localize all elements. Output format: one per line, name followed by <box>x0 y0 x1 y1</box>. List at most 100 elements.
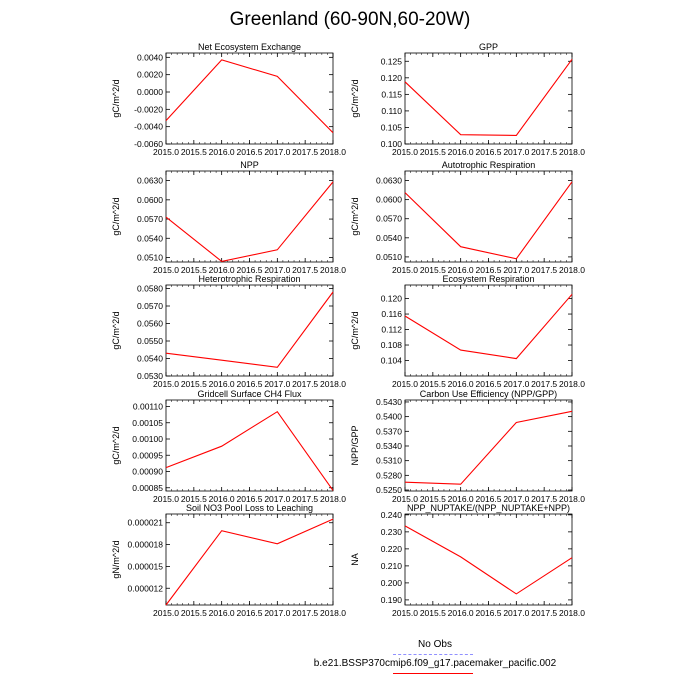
x-tick-label: 2017.0 <box>503 265 529 275</box>
x-tick-label: 2016.0 <box>448 608 474 618</box>
chart-panel: GPP 2015.0 2015.5 2016.0 2016.5 2017.0 2017.5 2… <box>350 42 585 157</box>
x-tick-label: 2016.0 <box>209 608 235 618</box>
y-tick-label: 0.0540 <box>137 354 163 364</box>
y-tick-label: 0.0600 <box>137 195 163 205</box>
legend-run-label: b.e21.BSSP370cmip6.f09_g17.pacemaker_pac… <box>313 658 557 669</box>
x-tick-label: 2018.0 <box>320 494 346 504</box>
y-tick-label: 0.0570 <box>137 301 163 311</box>
y-tick-label: 0.104 <box>381 356 403 366</box>
x-tick-label: 2017.0 <box>264 379 290 389</box>
y-axis-label: NA <box>350 553 360 566</box>
panel-title: NPP <box>240 160 259 170</box>
x-tick-label: 2015.0 <box>153 265 179 275</box>
x-tick-label: 2016.0 <box>209 265 235 275</box>
figure-title: Greenland (60-90N,60-20W) <box>229 9 471 30</box>
y-tick-label: -0.0020 <box>134 104 163 114</box>
y-tick-label: 0.0040 <box>137 52 163 62</box>
x-tick-label: 2016.0 <box>448 265 474 275</box>
series-line <box>165 410 334 491</box>
x-tick-label: 2017.5 <box>531 608 557 618</box>
y-tick-label: 0.120 <box>381 73 403 83</box>
chart-panel: Soil NO3 Pool Loss to Leaching 2015.0 2015… <box>111 503 346 618</box>
panel-frame <box>404 513 573 606</box>
y-axis-label: gC/m^2/d <box>350 311 360 349</box>
x-tick-label: 2016.5 <box>476 608 502 618</box>
x-tick-label: 2015.0 <box>153 494 179 504</box>
x-tick-label: 2015.0 <box>392 379 418 389</box>
x-tick-label: 2016.0 <box>209 494 235 504</box>
panel-title: Carbon Use Efficiency (NPP/GPP) <box>420 389 557 399</box>
y-tick-label: 0.000021 <box>128 518 164 528</box>
y-tick-label: 0.108 <box>381 340 403 350</box>
y-tick-label: 0.116 <box>381 309 402 319</box>
x-tick-label: 2015.0 <box>153 147 179 157</box>
x-tick-label: 2017.0 <box>503 494 529 504</box>
y-tick-label: 0.5370 <box>376 426 402 436</box>
x-tick-label: 2017.5 <box>531 379 557 389</box>
x-tick-label: 2017.5 <box>292 608 318 618</box>
x-tick-label: 2016.0 <box>209 379 235 389</box>
y-tick-label: 0.0540 <box>137 233 163 243</box>
y-tick-label: 0.0530 <box>137 371 163 381</box>
y-tick-label: 0.0020 <box>137 70 163 80</box>
x-tick-label: 2016.5 <box>476 379 502 389</box>
y-tick-label: 0.0600 <box>376 195 402 205</box>
y-tick-label: 0.0580 <box>137 284 163 294</box>
y-tick-label: -0.0040 <box>134 122 163 132</box>
y-tick-label: 0.00110 <box>133 402 163 412</box>
x-tick-label: 2015.5 <box>181 608 207 618</box>
panel-frame <box>165 399 334 492</box>
y-tick-label: 0.000018 <box>128 540 164 550</box>
panel-frame <box>165 513 334 606</box>
series-line <box>404 410 573 485</box>
series-line <box>404 525 573 595</box>
x-tick-label: 2018.0 <box>320 147 346 157</box>
y-tick-label: 0.115 <box>381 89 402 99</box>
y-axis-label: gC/m^2/d <box>111 426 121 464</box>
y-axis-label: gC/m^2/d <box>350 197 360 235</box>
panel-title: Ecosystem Respiration <box>442 274 534 284</box>
y-tick-label: 0.0510 <box>376 252 402 262</box>
x-tick-label: 2018.0 <box>559 494 585 504</box>
y-tick-label: 0.0540 <box>376 233 402 243</box>
panel-title: Soil NO3 Pool Loss to Leaching <box>186 503 313 513</box>
y-axis-label: gC/m^2/d <box>111 197 121 235</box>
x-tick-label: 2016.5 <box>476 494 502 504</box>
panel-title: NPP_NUPTAKE/(NPP_NUPTAKE+NPP) <box>407 503 570 513</box>
chart-panel: Carbon Use Efficiency (NPP/GPP) 2015.0 201… <box>350 389 585 504</box>
y-tick-label: 0.110 <box>381 106 402 116</box>
y-tick-label: 0.220 <box>381 544 403 554</box>
x-tick-label: 2018.0 <box>559 379 585 389</box>
x-tick-label: 2015.0 <box>392 608 418 618</box>
y-tick-label: 0.0000 <box>137 87 163 97</box>
series-line <box>165 181 334 262</box>
x-tick-label: 2015.5 <box>420 379 446 389</box>
panel-title: Gridcell Surface CH4 Flux <box>197 389 302 399</box>
panel-frame <box>165 284 334 377</box>
y-tick-label: 0.5340 <box>376 441 402 451</box>
y-tick-label: 0.00090 <box>132 467 163 477</box>
x-tick-label: 2017.5 <box>531 147 557 157</box>
series-line <box>165 59 334 134</box>
x-tick-label: 2015.0 <box>392 147 418 157</box>
y-tick-label: 0.00085 <box>132 483 163 493</box>
y-tick-label: 0.000012 <box>128 583 164 593</box>
y-tick-label: 0.5250 <box>376 485 402 495</box>
x-tick-label: 2016.5 <box>237 608 263 618</box>
series-line <box>165 518 334 606</box>
series-line <box>165 291 334 368</box>
x-tick-label: 2015.5 <box>420 147 446 157</box>
x-tick-label: 2017.0 <box>503 608 529 618</box>
y-tick-label: 0.5400 <box>376 412 402 422</box>
x-tick-label: 2018.0 <box>559 147 585 157</box>
y-tick-label: 0.0550 <box>137 336 163 346</box>
y-tick-label: 0.0630 <box>137 176 163 186</box>
x-tick-label: 2015.5 <box>420 608 446 618</box>
x-tick-label: 2015.0 <box>392 494 418 504</box>
y-axis-label: gC/m^2/d <box>111 311 121 349</box>
y-tick-label: 0.5310 <box>376 456 402 466</box>
x-tick-label: 2017.5 <box>292 494 318 504</box>
